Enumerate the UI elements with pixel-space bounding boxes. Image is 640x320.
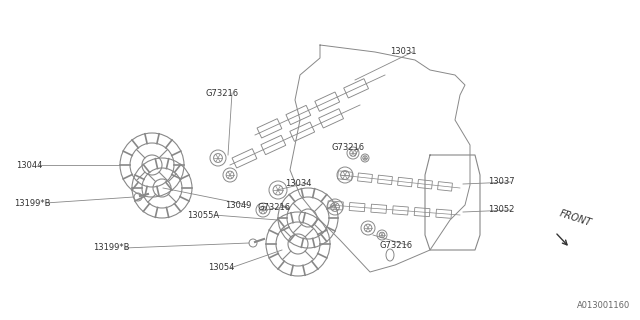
Text: 13037: 13037: [488, 178, 515, 187]
Text: G73216: G73216: [258, 203, 291, 212]
Text: 13031: 13031: [390, 47, 417, 57]
Text: G73216: G73216: [380, 241, 413, 250]
Text: G73216: G73216: [205, 89, 238, 98]
Text: 13052: 13052: [488, 205, 515, 214]
Text: 13054: 13054: [208, 263, 234, 273]
Text: 13049: 13049: [225, 201, 252, 210]
Text: FRONT: FRONT: [558, 208, 593, 228]
Text: 13055A: 13055A: [187, 211, 219, 220]
Text: A013001160: A013001160: [577, 301, 630, 310]
Text: 13034: 13034: [285, 179, 312, 188]
Text: 13199*B: 13199*B: [14, 198, 51, 207]
Text: 13044: 13044: [16, 161, 42, 170]
Text: 13199*B: 13199*B: [93, 244, 129, 252]
Text: G73216: G73216: [332, 143, 365, 153]
